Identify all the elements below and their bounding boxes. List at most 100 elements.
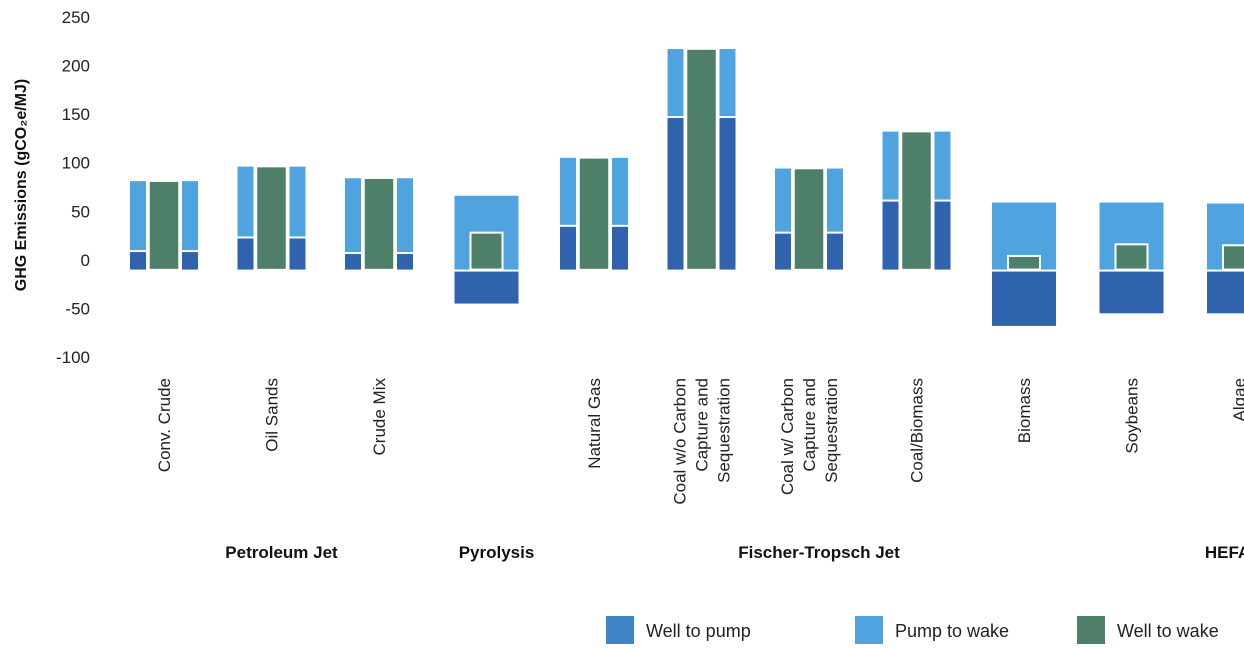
pump-to-wake-bar	[827, 168, 843, 232]
bar-group	[667, 48, 736, 271]
category-label: Biomass	[1015, 378, 1034, 443]
well-to-pump-bar	[237, 238, 254, 270]
category-label-line: Crude Mix	[370, 378, 389, 456]
group-label: Petroleum Jet	[225, 543, 338, 562]
category-label: Soybeans	[1123, 378, 1142, 454]
well-to-wake-bar	[255, 165, 288, 271]
category-label-line: Sequestration	[822, 378, 841, 483]
y-axis-label: GHG Emissions (gCO₂e/MJ)	[13, 79, 30, 291]
y-axis: 250 200 150 100 50 0 -50 -100	[56, 8, 90, 367]
category-label: Oil Sands	[263, 378, 282, 452]
y-tick-label: 0	[81, 251, 90, 270]
pump-to-wake-bar	[882, 131, 899, 200]
y-tick-label: 150	[62, 105, 90, 124]
pump-to-wake-bar	[934, 131, 951, 200]
group-labels: Petroleum Jet Pyrolysis Fischer-Tropsch Je…	[225, 543, 1244, 562]
group-label: Pyrolysis	[459, 543, 535, 562]
category-label-line: Capture and	[800, 378, 819, 472]
well-to-wake-bar	[1007, 254, 1041, 271]
category-label: Coal w/o Carbon Capture and Sequestration	[671, 378, 734, 505]
bar-group	[130, 180, 198, 271]
well-to-wake-bar	[1114, 243, 1149, 271]
well-to-pump-bar	[612, 226, 628, 270]
well-to-pump-bar	[775, 233, 791, 270]
y-tick-label: 50	[71, 202, 90, 221]
pump-to-wake-bar	[560, 157, 576, 225]
pump-to-wake-bar	[775, 168, 791, 232]
pump-to-wake-bar	[345, 178, 361, 253]
category-label-line: Natural Gas	[585, 378, 604, 469]
well-to-wake-bar	[578, 157, 610, 271]
bar-group	[882, 130, 951, 271]
well-to-wake-bar	[1222, 244, 1244, 271]
pump-to-wake-bar	[237, 166, 254, 237]
bar-group	[560, 157, 628, 271]
legend-swatch	[1077, 616, 1105, 644]
category-label: Algae	[1230, 378, 1244, 421]
bar-group	[992, 202, 1056, 326]
well-to-pump-bar	[934, 201, 951, 270]
well-to-wake-bar	[148, 180, 180, 271]
category-label-line: Coal/Biomass	[908, 378, 927, 483]
category-label-line: Biomass	[1015, 378, 1034, 443]
category-label-line: Oil Sands	[263, 378, 282, 452]
category-label: Coal w/ Carbon Capture and Sequestration	[778, 378, 841, 495]
legend-label: Pump to wake	[895, 621, 1009, 641]
legend-swatch	[855, 616, 883, 644]
legend-label: Well to pump	[646, 621, 751, 641]
category-label-line: Coal w/ Carbon	[778, 378, 797, 495]
group-label: HEFA	[1205, 543, 1244, 562]
well-to-wake-bar	[793, 167, 825, 271]
category-label-line: Sequestration	[715, 378, 734, 483]
pump-to-wake-bar	[289, 166, 306, 237]
well-to-pump-bar	[1099, 271, 1164, 314]
bar-group	[775, 167, 843, 271]
pump-to-wake-bar	[719, 49, 736, 117]
pump-to-wake-bar	[397, 178, 413, 253]
well-to-pump-bar	[827, 233, 843, 270]
well-to-pump-bar	[454, 271, 519, 304]
well-to-pump-bar	[345, 254, 361, 270]
y-tick-label: 100	[62, 154, 90, 173]
legend-swatch	[606, 616, 634, 644]
bar-group	[345, 177, 413, 271]
pump-to-wake-bar	[182, 181, 198, 251]
well-to-pump-bar	[560, 226, 576, 270]
category-label-line: Algae	[1230, 378, 1244, 421]
category-label-line: Soybeans	[1123, 378, 1142, 454]
well-to-pump-bar	[719, 118, 736, 270]
y-tick-label: 250	[62, 8, 90, 27]
y-tick-label: -100	[56, 348, 90, 367]
well-to-wake-bar	[363, 177, 395, 271]
category-label-line: Coal w/o Carbon	[671, 378, 690, 505]
category-label: Coal/Biomass	[908, 378, 927, 483]
category-label: Crude Mix	[370, 378, 389, 456]
pump-to-wake-bar	[667, 49, 684, 117]
well-to-pump-bar	[667, 118, 684, 270]
well-to-pump-bar	[130, 252, 146, 270]
legend: Well to pump Pump to wake Well to wake	[606, 616, 1219, 644]
category-label: Natural Gas	[585, 378, 604, 469]
category-label-line: Capture and	[693, 378, 712, 472]
category-label-line: Conv. Crude	[155, 378, 174, 472]
category-labels: Conv. Crude Oil Sands Crude Mix Natural Gas…	[155, 378, 1244, 505]
bar-group	[237, 165, 306, 271]
legend-label: Well to wake	[1117, 621, 1219, 641]
y-tick-label: 200	[62, 57, 90, 76]
well-to-wake-bar	[900, 130, 933, 271]
bar-group	[454, 195, 519, 304]
well-to-wake-bar	[685, 48, 718, 271]
pump-to-wake-bar	[130, 181, 146, 251]
well-to-wake-bar	[469, 231, 504, 271]
well-to-pump-bar	[397, 254, 413, 270]
bar-group	[1099, 202, 1164, 314]
well-to-pump-bar	[1207, 271, 1244, 314]
bars	[130, 48, 1244, 326]
category-label: Conv. Crude	[155, 378, 174, 472]
pump-to-wake-bar	[612, 157, 628, 225]
bar-group	[1207, 203, 1244, 314]
group-label: Fischer-Tropsch Jet	[738, 543, 900, 562]
well-to-pump-bar	[992, 271, 1056, 326]
well-to-pump-bar	[882, 201, 899, 270]
